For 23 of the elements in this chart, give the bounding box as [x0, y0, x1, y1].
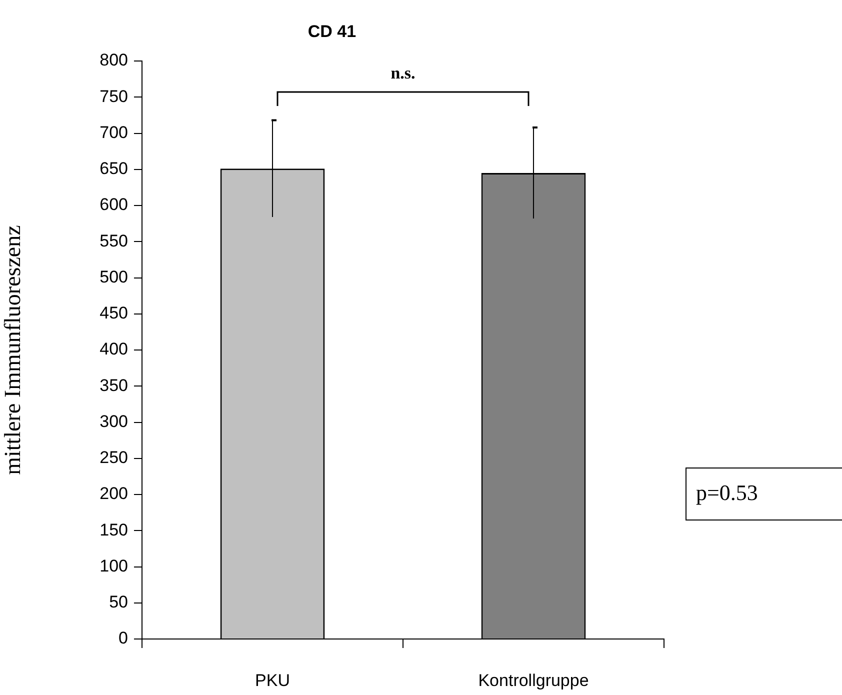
- y-tick-label: 800: [100, 50, 128, 70]
- y-tick-label: 150: [100, 520, 128, 540]
- y-tick-label: 550: [100, 231, 128, 250]
- y-tick-label: 400: [100, 340, 128, 359]
- y-tick-label: 600: [100, 195, 128, 214]
- x-tick-label: Kontrollgruppe: [478, 670, 589, 690]
- y-tick-label: 450: [100, 304, 128, 323]
- y-tick-label: 200: [100, 484, 128, 504]
- y-tick-label: 700: [100, 122, 128, 142]
- y-tick-label: 500: [100, 267, 128, 286]
- y-tick-label: 50: [109, 592, 128, 612]
- y-tick-label: 350: [100, 376, 128, 395]
- chart-title: CD 41: [308, 22, 356, 41]
- x-tick-label: PKU: [255, 670, 290, 690]
- y-tick-label: 250: [100, 448, 128, 468]
- annotation: n.s.: [390, 63, 416, 82]
- y-tick-label: 650: [100, 159, 128, 178]
- y-tick-label: 100: [100, 556, 128, 576]
- y-axis-title: mittlere Immunfluoreszenz: [0, 225, 25, 475]
- text: p=0.53: [696, 480, 758, 505]
- y-tick-label: 300: [100, 412, 128, 431]
- y-tick-label: 750: [100, 86, 128, 106]
- y-tick-label: 0: [118, 628, 128, 648]
